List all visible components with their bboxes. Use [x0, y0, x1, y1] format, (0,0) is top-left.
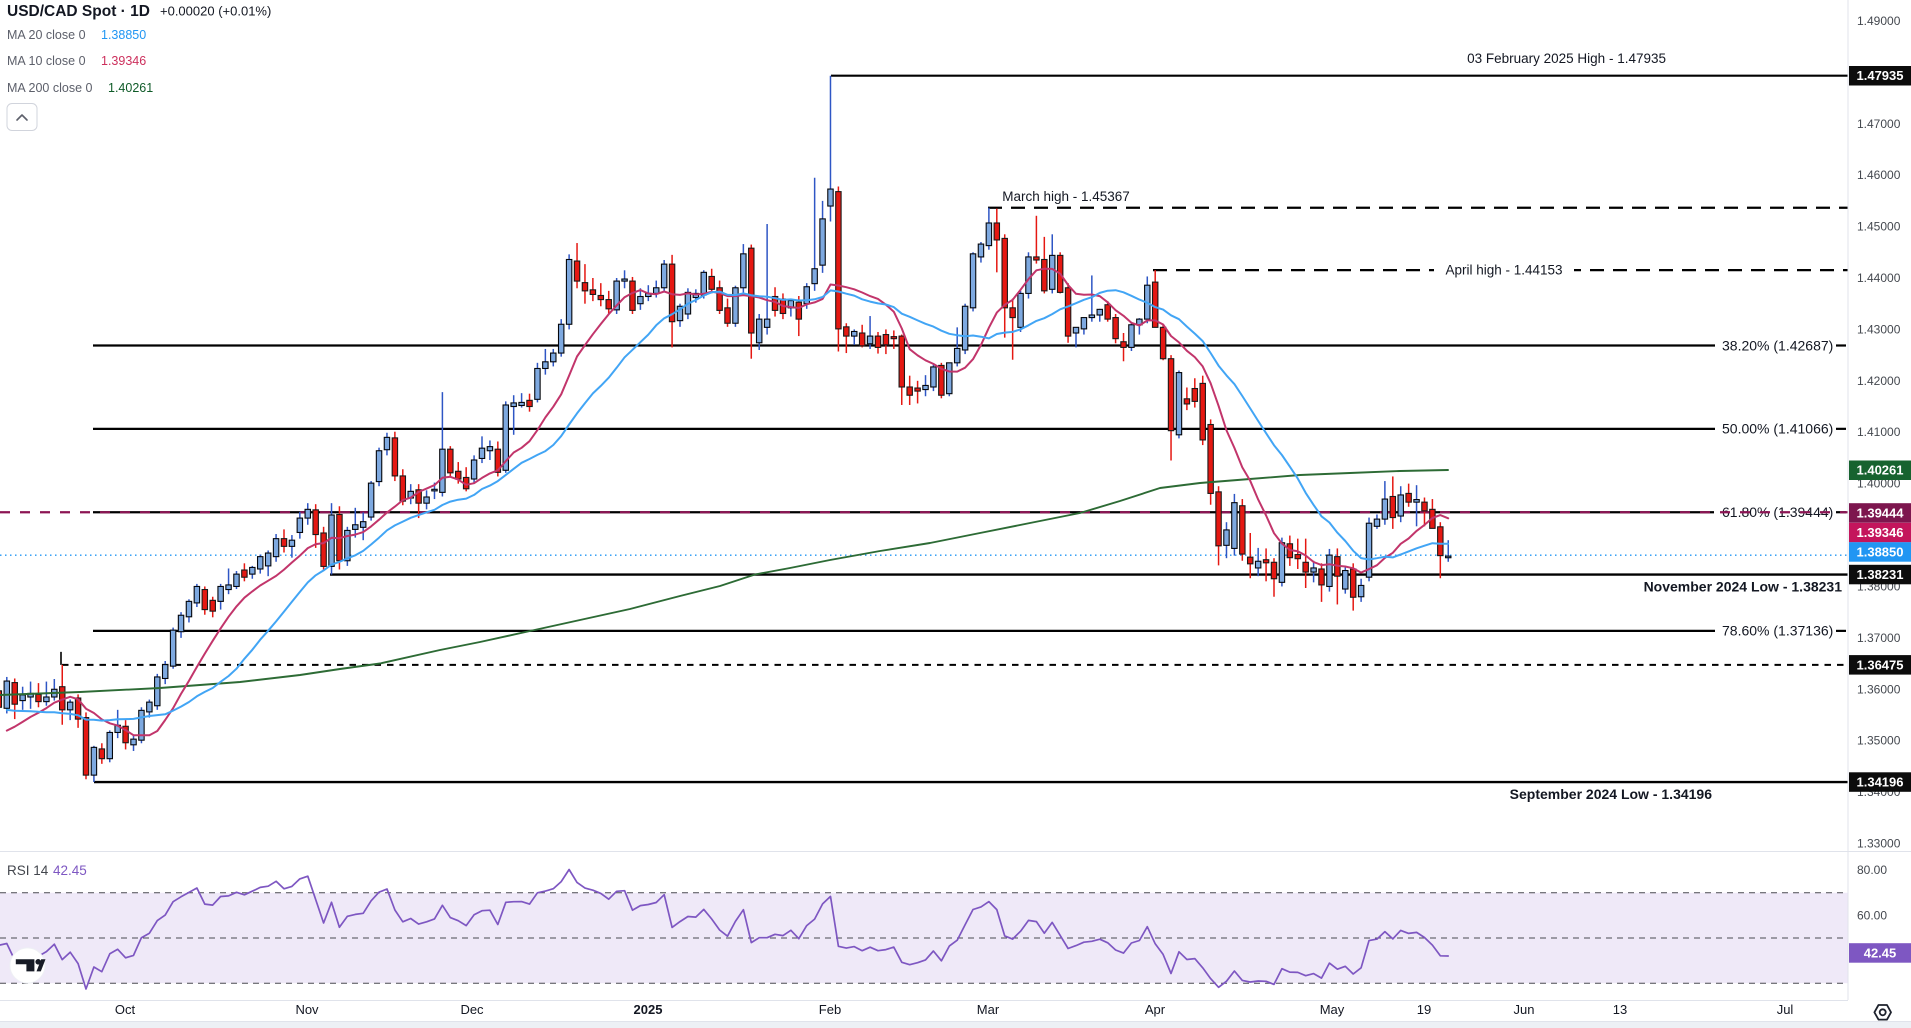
svg-text:April high - 1.44153: April high - 1.44153	[1445, 263, 1562, 278]
svg-text:Oct: Oct	[115, 1002, 136, 1017]
svg-text:1.47935: 1.47935	[1857, 68, 1904, 83]
svg-text:Jun: Jun	[1514, 1002, 1535, 1017]
svg-text:MA 10 close 0: MA 10 close 0	[7, 54, 86, 68]
svg-text:78.60% (1.37136): 78.60% (1.37136)	[1722, 623, 1833, 639]
svg-text:Mar: Mar	[977, 1002, 1000, 1017]
svg-text:1.46000: 1.46000	[1857, 168, 1901, 182]
svg-text:03 February 2025 High - 1.4793: 03 February 2025 High - 1.47935	[1467, 51, 1666, 66]
svg-text:RSI 14: RSI 14	[7, 863, 49, 878]
svg-text:1.39346: 1.39346	[1857, 525, 1904, 540]
svg-text:1.45000: 1.45000	[1857, 220, 1901, 234]
svg-text:1.43000: 1.43000	[1857, 322, 1901, 336]
svg-text:1.49000: 1.49000	[1857, 14, 1901, 28]
svg-text:1.40261: 1.40261	[1857, 463, 1904, 478]
svg-text:1.40000: 1.40000	[1857, 477, 1901, 491]
svg-text:2025: 2025	[634, 1002, 663, 1017]
svg-text:1.36475: 1.36475	[1857, 657, 1904, 672]
svg-text:November 2024 Low - 1.38231: November 2024 Low - 1.38231	[1644, 579, 1843, 595]
svg-text:May: May	[1320, 1002, 1345, 1017]
svg-text:1.44000: 1.44000	[1857, 271, 1901, 285]
svg-text:60.00: 60.00	[1857, 908, 1887, 922]
svg-text:1.39346: 1.39346	[101, 54, 146, 68]
svg-text:1.36000: 1.36000	[1857, 682, 1901, 696]
svg-text:61.80% (1.39444): 61.80% (1.39444)	[1722, 504, 1833, 520]
svg-text:Feb: Feb	[819, 1002, 841, 1017]
svg-text:38.20% (1.42687): 38.20% (1.42687)	[1722, 337, 1833, 353]
svg-text:42.45: 42.45	[1864, 946, 1897, 961]
svg-text:Apr: Apr	[1145, 1002, 1166, 1017]
svg-text:1.47000: 1.47000	[1857, 117, 1901, 131]
svg-text:September 2024 Low - 1.34196: September 2024 Low - 1.34196	[1510, 786, 1713, 802]
svg-text:1.34196: 1.34196	[1857, 775, 1904, 790]
svg-text:Nov: Nov	[295, 1002, 319, 1017]
svg-text:1.33000: 1.33000	[1857, 837, 1901, 851]
svg-text:Dec: Dec	[460, 1002, 484, 1017]
svg-text:March high - 1.45367: March high - 1.45367	[1002, 189, 1130, 204]
svg-text:1.41000: 1.41000	[1857, 425, 1901, 439]
svg-text:19: 19	[1417, 1002, 1431, 1017]
svg-text:1.42000: 1.42000	[1857, 374, 1901, 388]
svg-text:MA 200 close 0: MA 200 close 0	[7, 81, 93, 95]
svg-text:Jul: Jul	[1777, 1002, 1794, 1017]
svg-text:MA 20 close 0: MA 20 close 0	[7, 28, 86, 42]
svg-text:13: 13	[1613, 1002, 1627, 1017]
svg-text:42.45: 42.45	[53, 863, 87, 878]
svg-text:1.38850: 1.38850	[101, 28, 146, 42]
svg-text:1.37000: 1.37000	[1857, 631, 1901, 645]
svg-text:1.39444: 1.39444	[1857, 506, 1905, 521]
svg-text:80.00: 80.00	[1857, 863, 1887, 877]
svg-text:1.35000: 1.35000	[1857, 734, 1901, 748]
svg-text:50.00% (1.41066): 50.00% (1.41066)	[1722, 421, 1833, 437]
svg-text:USD/CAD Spot · 1D: USD/CAD Spot · 1D	[7, 3, 150, 20]
svg-text:1.38231: 1.38231	[1857, 567, 1904, 582]
svg-text:1.40261: 1.40261	[108, 81, 153, 95]
svg-text:+0.00020 (+0.01%): +0.00020 (+0.01%)	[160, 4, 271, 19]
svg-text:1.38850: 1.38850	[1857, 545, 1904, 560]
